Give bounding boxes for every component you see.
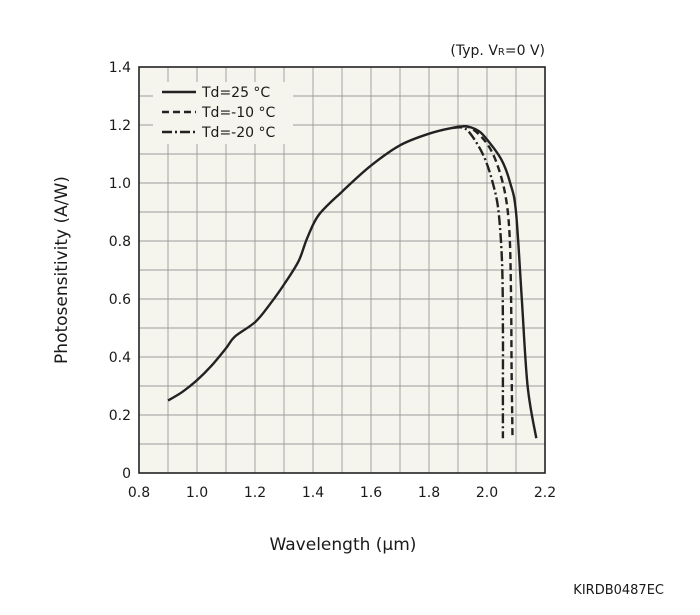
legend-label-1: Td=-10 °C [201, 105, 275, 121]
x-tick-label: 1.8 [418, 485, 440, 501]
y-tick-label: 0.6 [109, 292, 131, 308]
y-tick-label: 1.2 [109, 118, 131, 134]
y-tick-label: 0 [122, 466, 131, 482]
y-tick-label: 0.4 [109, 350, 131, 366]
x-tick-label: 1.4 [302, 485, 324, 501]
x-tick-label: 1.0 [186, 485, 208, 501]
x-tick-label: 0.8 [128, 485, 150, 501]
legend-label-0: Td=25 °C [201, 85, 270, 101]
series-line-0 [167, 125, 538, 439]
y-tick-label: 1.0 [109, 176, 131, 192]
y-axis-title: Photosensitivity (A/W) [52, 176, 72, 364]
y-tick-label: 0.8 [109, 234, 131, 250]
x-tick-label: 2.2 [534, 485, 556, 501]
x-tick-label: 1.6 [360, 485, 382, 501]
y-tick-labels: 0 0.2 0.4 0.6 0.8 1.0 1.2 1.4 [109, 60, 131, 482]
legend: Td=25 °C Td=-10 °C Td=-20 °C [153, 82, 293, 144]
condition-subscript: R [498, 47, 505, 58]
plot-frame [138, 66, 546, 474]
condition-prefix: (Typ. V [450, 43, 498, 59]
x-tick-label: 1.2 [244, 485, 266, 501]
figure-code: KIRDB0487EC [573, 583, 664, 598]
legend-label-2: Td=-20 °C [201, 125, 275, 141]
y-tick-label: 0.2 [109, 408, 131, 424]
condition-label: (Typ. VR=0 V) [450, 43, 545, 59]
x-tick-labels: 0.8 1.0 1.2 1.4 1.6 1.8 2.0 2.2 [128, 485, 556, 501]
x-axis-title: Wavelength (µm) [270, 535, 417, 555]
series-line-1 [452, 124, 514, 439]
y-tick-label: 1.4 [109, 60, 131, 76]
x-tick-label: 2.0 [476, 485, 498, 501]
condition-suffix: =0 V) [505, 43, 545, 59]
series-lines [167, 124, 538, 439]
